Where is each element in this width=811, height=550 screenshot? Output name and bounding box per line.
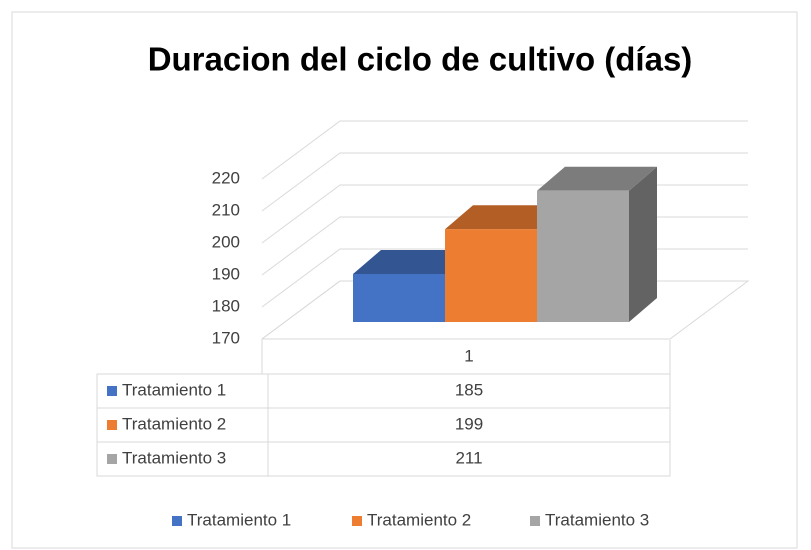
table-key bbox=[107, 386, 117, 396]
y-tick-label: 200 bbox=[212, 232, 240, 251]
table-row bbox=[96, 441, 671, 477]
table-value: 199 bbox=[455, 414, 483, 433]
table-row-label: Tratamiento 1 bbox=[122, 380, 226, 399]
y-tick-label: 170 bbox=[212, 328, 240, 347]
y-tick-label: 190 bbox=[212, 264, 240, 283]
y-tick-label: 220 bbox=[212, 168, 240, 187]
bar-top bbox=[445, 205, 565, 230]
grid-line bbox=[261, 152, 748, 212]
table-key bbox=[107, 454, 117, 464]
table-value: 211 bbox=[455, 448, 482, 467]
grid-line bbox=[261, 120, 748, 180]
legend-swatch bbox=[172, 516, 182, 526]
table-header: 1 bbox=[464, 346, 473, 365]
table-value: 185 bbox=[455, 380, 483, 399]
y-tick-label: 180 bbox=[212, 296, 240, 315]
bar bbox=[353, 274, 445, 322]
bar bbox=[445, 229, 537, 322]
legend-swatch bbox=[530, 516, 540, 526]
legend-label: Tratamiento 3 bbox=[545, 510, 649, 529]
bar-side bbox=[629, 166, 657, 322]
table-row-label: Tratamiento 3 bbox=[122, 448, 226, 467]
chart-title: Duracion del ciclo de cultivo (días) bbox=[148, 41, 693, 78]
y-tick-label: 210 bbox=[212, 200, 240, 219]
bar-top bbox=[537, 166, 657, 191]
table-row-label: Tratamiento 2 bbox=[122, 414, 226, 433]
legend-label: Tratamiento 1 bbox=[187, 510, 291, 529]
bar bbox=[537, 190, 629, 322]
legend-label: Tratamiento 2 bbox=[367, 510, 471, 529]
table-key bbox=[107, 420, 117, 430]
legend-swatch bbox=[352, 516, 362, 526]
bar-top bbox=[353, 250, 473, 274]
